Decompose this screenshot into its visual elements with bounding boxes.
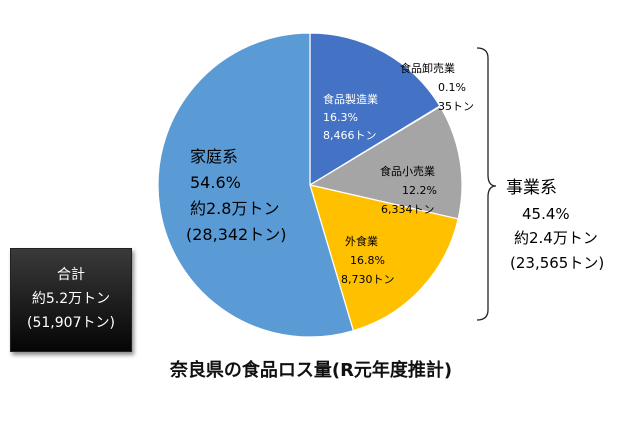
business-name: 事業系 (506, 178, 557, 198)
household-detail: (28,342トン) (186, 225, 286, 244)
business-detail: (23,565トン) (510, 254, 604, 272)
slice-label-retail: 食品小売業 12.2% 6,334トン (380, 164, 437, 216)
business-value: 約2.4万トン (514, 229, 598, 247)
total-box: 合計 約5.2万トン (51,907トン) (10, 248, 132, 352)
total-value: 約5.2万トン (31, 291, 111, 307)
wholesale-percent: 0.1% (438, 81, 466, 94)
manufacturing-percent: 16.3% (323, 111, 358, 124)
pie-slice-3 (309, 184, 459, 332)
household-percent: 54.6% (190, 173, 241, 192)
wholesale-name: 食品卸売業 (400, 61, 455, 75)
business-group-bracket (476, 47, 497, 321)
manufacturing-name: 食品製造業 (323, 92, 378, 106)
total-detail: (51,907トン) (27, 315, 115, 331)
slice-label-household: 家庭系 54.6% 約2.8万トン (28,342トン) (186, 147, 286, 244)
pie-slices (157, 32, 463, 338)
household-value: 約2.8万トン (190, 199, 279, 218)
group-label-business: 事業系 45.4% 約2.4万トン (23,565トン) (506, 178, 604, 272)
restaurant-name: 外食業 (345, 234, 378, 248)
total-label: 合計 (57, 267, 85, 283)
slice-label-manufacturing: 食品製造業 16.3% 8,466トン (323, 92, 378, 142)
pie-slice-4 (157, 32, 355, 338)
retail-percent: 12.2% (402, 184, 437, 197)
pie-slice-2 (308, 105, 463, 220)
manufacturing-value: 8,466トン (323, 129, 377, 142)
restaurant-value: 8,730トン (341, 273, 395, 286)
wholesale-value: 35トン (438, 100, 474, 113)
slice-label-restaurant: 外食業 16.8% 8,730トン (341, 234, 395, 286)
slice-label-wholesale: 食品卸売業 0.1% 35トン (400, 61, 474, 113)
retail-name: 食品小売業 (380, 164, 435, 178)
business-percent: 45.4% (522, 205, 570, 223)
chart-title: 奈良県の食品ロス量(R元年度推計) (169, 360, 453, 381)
retail-value: 6,334トン (381, 203, 435, 216)
restaurant-percent: 16.8% (350, 254, 385, 267)
pie-slice-0 (309, 32, 441, 187)
household-name: 家庭系 (190, 147, 238, 166)
